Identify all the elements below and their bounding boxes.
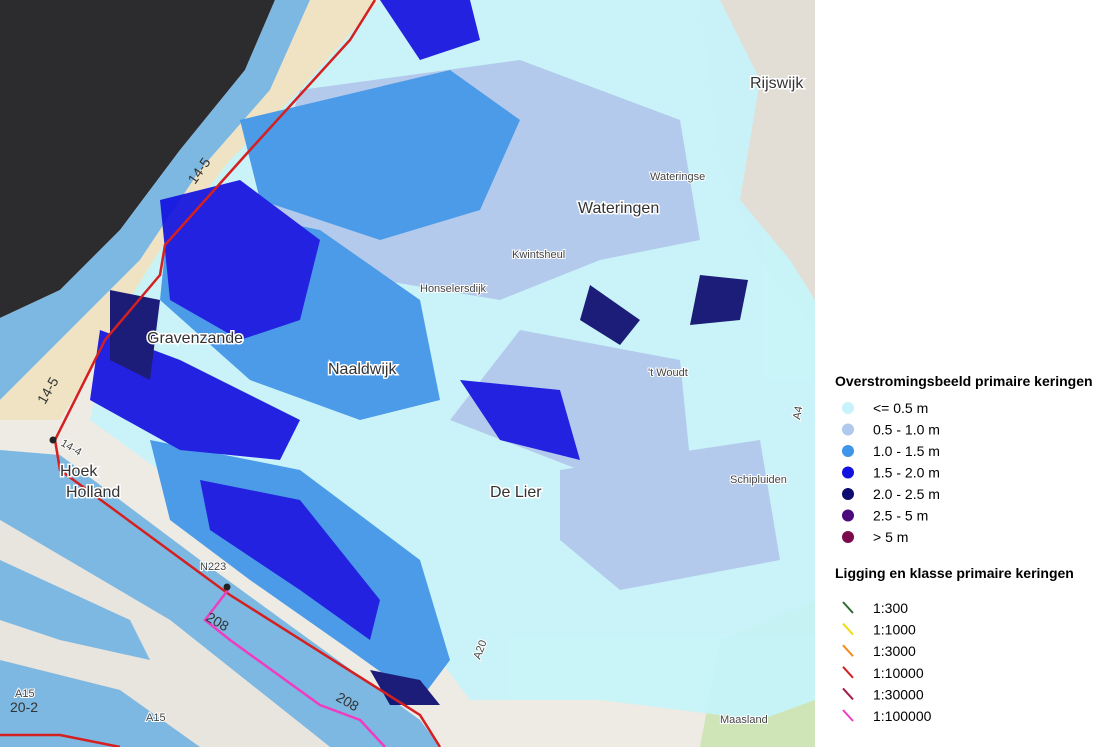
flood-zone — [580, 285, 640, 345]
legend-label: 1:30000 — [873, 686, 924, 702]
flood-zone — [110, 290, 160, 380]
legend-swatch — [842, 488, 854, 500]
legend-swatch — [842, 509, 854, 522]
flood-zone — [380, 0, 480, 60]
place-label: Naaldwijk — [328, 361, 397, 378]
legend-label: 1:100000 — [873, 708, 932, 724]
road-label: A15 — [15, 688, 35, 700]
place-label: De Lier — [490, 484, 542, 501]
legend-swatch — [842, 687, 854, 701]
legend-swatch — [842, 445, 854, 457]
flood-zone — [460, 380, 580, 460]
legend-label: 2.0 - 2.5 m — [873, 486, 940, 502]
legend-label: 2.5 - 5 m — [873, 508, 928, 524]
place-label: Rijswijk — [750, 75, 804, 92]
levee-lines — [0, 0, 442, 747]
legend-label: 1.0 - 1.5 m — [873, 443, 940, 459]
flood-zone — [200, 480, 380, 640]
legend-label: 1:300 — [873, 600, 908, 616]
road-label: N223 — [200, 561, 226, 573]
levee — [203, 589, 386, 747]
legend-label: 1:10000 — [873, 665, 924, 681]
legend-label: > 5 m — [873, 529, 908, 545]
legend-swatch — [842, 531, 854, 543]
legend-swatch — [842, 601, 854, 614]
legend-label: <= 0.5 m — [873, 400, 928, 416]
road-label: A4 — [791, 405, 805, 420]
legend-title: Overstromingsbeeld primaire keringen — [835, 373, 1093, 389]
levee — [0, 733, 121, 747]
road-label: A15 — [146, 712, 166, 724]
legend-swatch — [842, 666, 854, 679]
harbour-basin — [0, 560, 150, 660]
road-label: 20-2 — [10, 699, 38, 715]
place-label: Maasland — [720, 714, 768, 726]
legend-swatch — [842, 644, 854, 657]
place-label: Honselersdijk — [420, 283, 487, 295]
legend-swatch — [842, 622, 854, 636]
flood-zone — [560, 440, 780, 590]
place-label: Kwintsheul — [512, 249, 565, 261]
place-label: Hoek — [60, 463, 98, 480]
legend-swatch — [842, 709, 854, 722]
place-label: 't Woudt — [648, 367, 688, 379]
place-label: Wateringen — [578, 200, 659, 217]
legend-swatch — [842, 402, 854, 414]
sea — [0, 0, 275, 318]
legend-swatch — [842, 423, 854, 436]
place-label: Wateringse — [650, 171, 705, 183]
harbour-basin — [0, 660, 200, 747]
coastal-water — [0, 0, 310, 400]
legend-label: 1.5 - 2.0 m — [873, 465, 940, 481]
levee-node — [49, 436, 57, 444]
levee — [53, 0, 442, 747]
flood-layer — [90, 0, 815, 720]
legend-title: Ligging en klasse primaire keringen — [835, 565, 1074, 581]
legend-swatch — [842, 466, 854, 479]
flood-zone — [160, 180, 320, 340]
flood-zone — [240, 70, 520, 240]
levee-node — [223, 583, 231, 591]
legend-label: 1:3000 — [873, 643, 916, 659]
place-label: Gravenzande — [147, 330, 243, 347]
flood-zone — [370, 670, 440, 705]
place-label: Schipluiden — [730, 474, 787, 486]
place-label: Holland — [66, 484, 120, 501]
legend-label: 0.5 - 1.0 m — [873, 422, 940, 438]
legend: <= 0.5 m 0.5 - 1.0 m 1.0 - 1.5 m 1.5 - 2.0 … — [842, 400, 940, 724]
legend-panel — [815, 0, 1108, 747]
legend-label: 1:1000 — [873, 622, 916, 638]
flood-zone — [690, 275, 748, 325]
